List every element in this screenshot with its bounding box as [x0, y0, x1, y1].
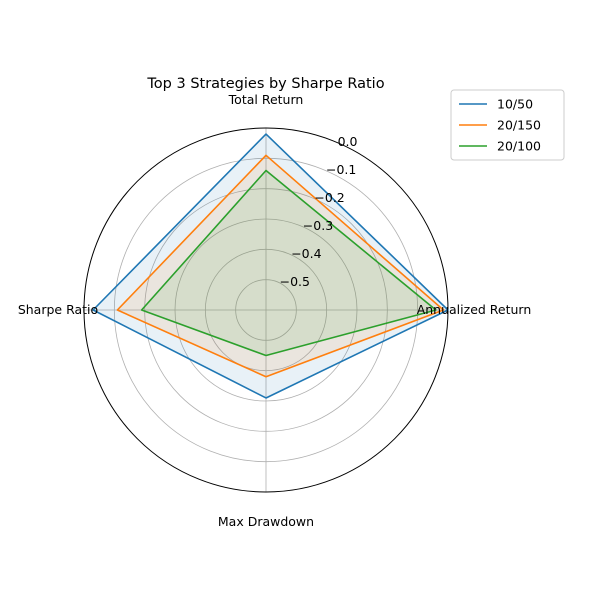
tick-label-4: −0.4	[291, 246, 321, 261]
series-line-0	[92, 133, 449, 399]
axis-label-1: Annualized Return	[417, 302, 532, 317]
legend-label-0: 10/50	[497, 97, 533, 112]
series-line-2	[140, 169, 437, 357]
tick-label-5: −0.5	[280, 274, 310, 289]
series-fill-2	[141, 170, 436, 356]
series-line-1	[116, 154, 445, 378]
series-layer	[92, 133, 449, 399]
tick-label-1: −0.1	[326, 162, 356, 177]
legend-label-2: 20/100	[497, 139, 541, 154]
legend-box	[450, 89, 565, 161]
tick-label-2: −0.2	[314, 190, 344, 205]
tick-label-0: 0.0	[338, 134, 358, 149]
legend: 10/50 20/150 20/100	[450, 89, 565, 161]
legend-label-1: 20/150	[497, 118, 541, 133]
axis-label-0: Total Return	[228, 92, 304, 107]
series-fill-1	[117, 155, 444, 377]
radial-tick-labels: 0.0 −0.1 −0.2 −0.3 −0.4 −0.5	[280, 134, 358, 289]
axis-label-2: Max Drawdown	[218, 514, 314, 529]
tick-label-3: −0.3	[303, 218, 333, 233]
axis-labels: Total Return Annualized Return Max Drawdow…	[18, 92, 531, 529]
chart-title: Top 3 Strategies by Sharpe Ratio	[146, 76, 384, 92]
series-fill-0	[93, 134, 448, 398]
axis-label-3: Sharpe Ratio	[18, 302, 98, 317]
